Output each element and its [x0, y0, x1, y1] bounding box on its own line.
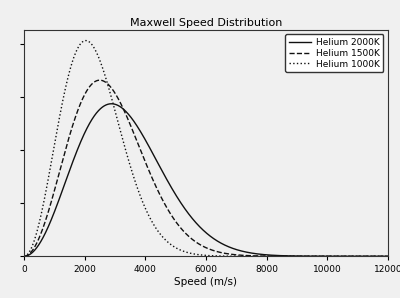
- Helium 2000K: [22, 254, 26, 258]
- Helium 2000K: [195, 222, 200, 226]
- Line: Helium 1000K: Helium 1000K: [24, 41, 388, 256]
- Helium 1000K: [178, 248, 182, 252]
- Helium 1500K: [178, 225, 182, 229]
- Helium 1000K: [386, 254, 390, 258]
- Helium 1000K: [84, 39, 88, 42]
- Helium 1000K: [175, 247, 180, 250]
- Helium 1000K: [22, 254, 26, 258]
- Helium 1500K: [195, 241, 200, 245]
- Helium 1000K: [374, 254, 379, 258]
- Helium 1000K: [195, 253, 200, 256]
- Helium 2000K: [356, 254, 361, 258]
- Helium 2000K: [178, 200, 182, 203]
- Helium 2000K: [374, 254, 379, 258]
- X-axis label: Speed (m/s): Speed (m/s): [174, 277, 238, 287]
- Helium 1000K: [356, 254, 361, 258]
- Helium 1500K: [386, 254, 390, 258]
- Helium 1500K: [356, 254, 361, 258]
- Helium 2000K: [386, 254, 390, 258]
- Helium 1500K: [175, 221, 180, 225]
- Helium 1000K: [286, 254, 291, 258]
- Helium 2000K: [286, 254, 291, 258]
- Legend: Helium 2000K, Helium 1500K, Helium 1000K: Helium 2000K, Helium 1500K, Helium 1000K: [285, 34, 384, 72]
- Line: Helium 1500K: Helium 1500K: [24, 80, 388, 256]
- Line: Helium 2000K: Helium 2000K: [24, 104, 388, 256]
- Helium 2000K: [175, 195, 180, 199]
- Title: Maxwell Speed Distribution: Maxwell Speed Distribution: [130, 18, 282, 28]
- Helium 2000K: [109, 102, 114, 105]
- Helium 1500K: [286, 254, 291, 258]
- Helium 1500K: [97, 78, 102, 82]
- Helium 1500K: [22, 254, 26, 258]
- Helium 1500K: [374, 254, 379, 258]
